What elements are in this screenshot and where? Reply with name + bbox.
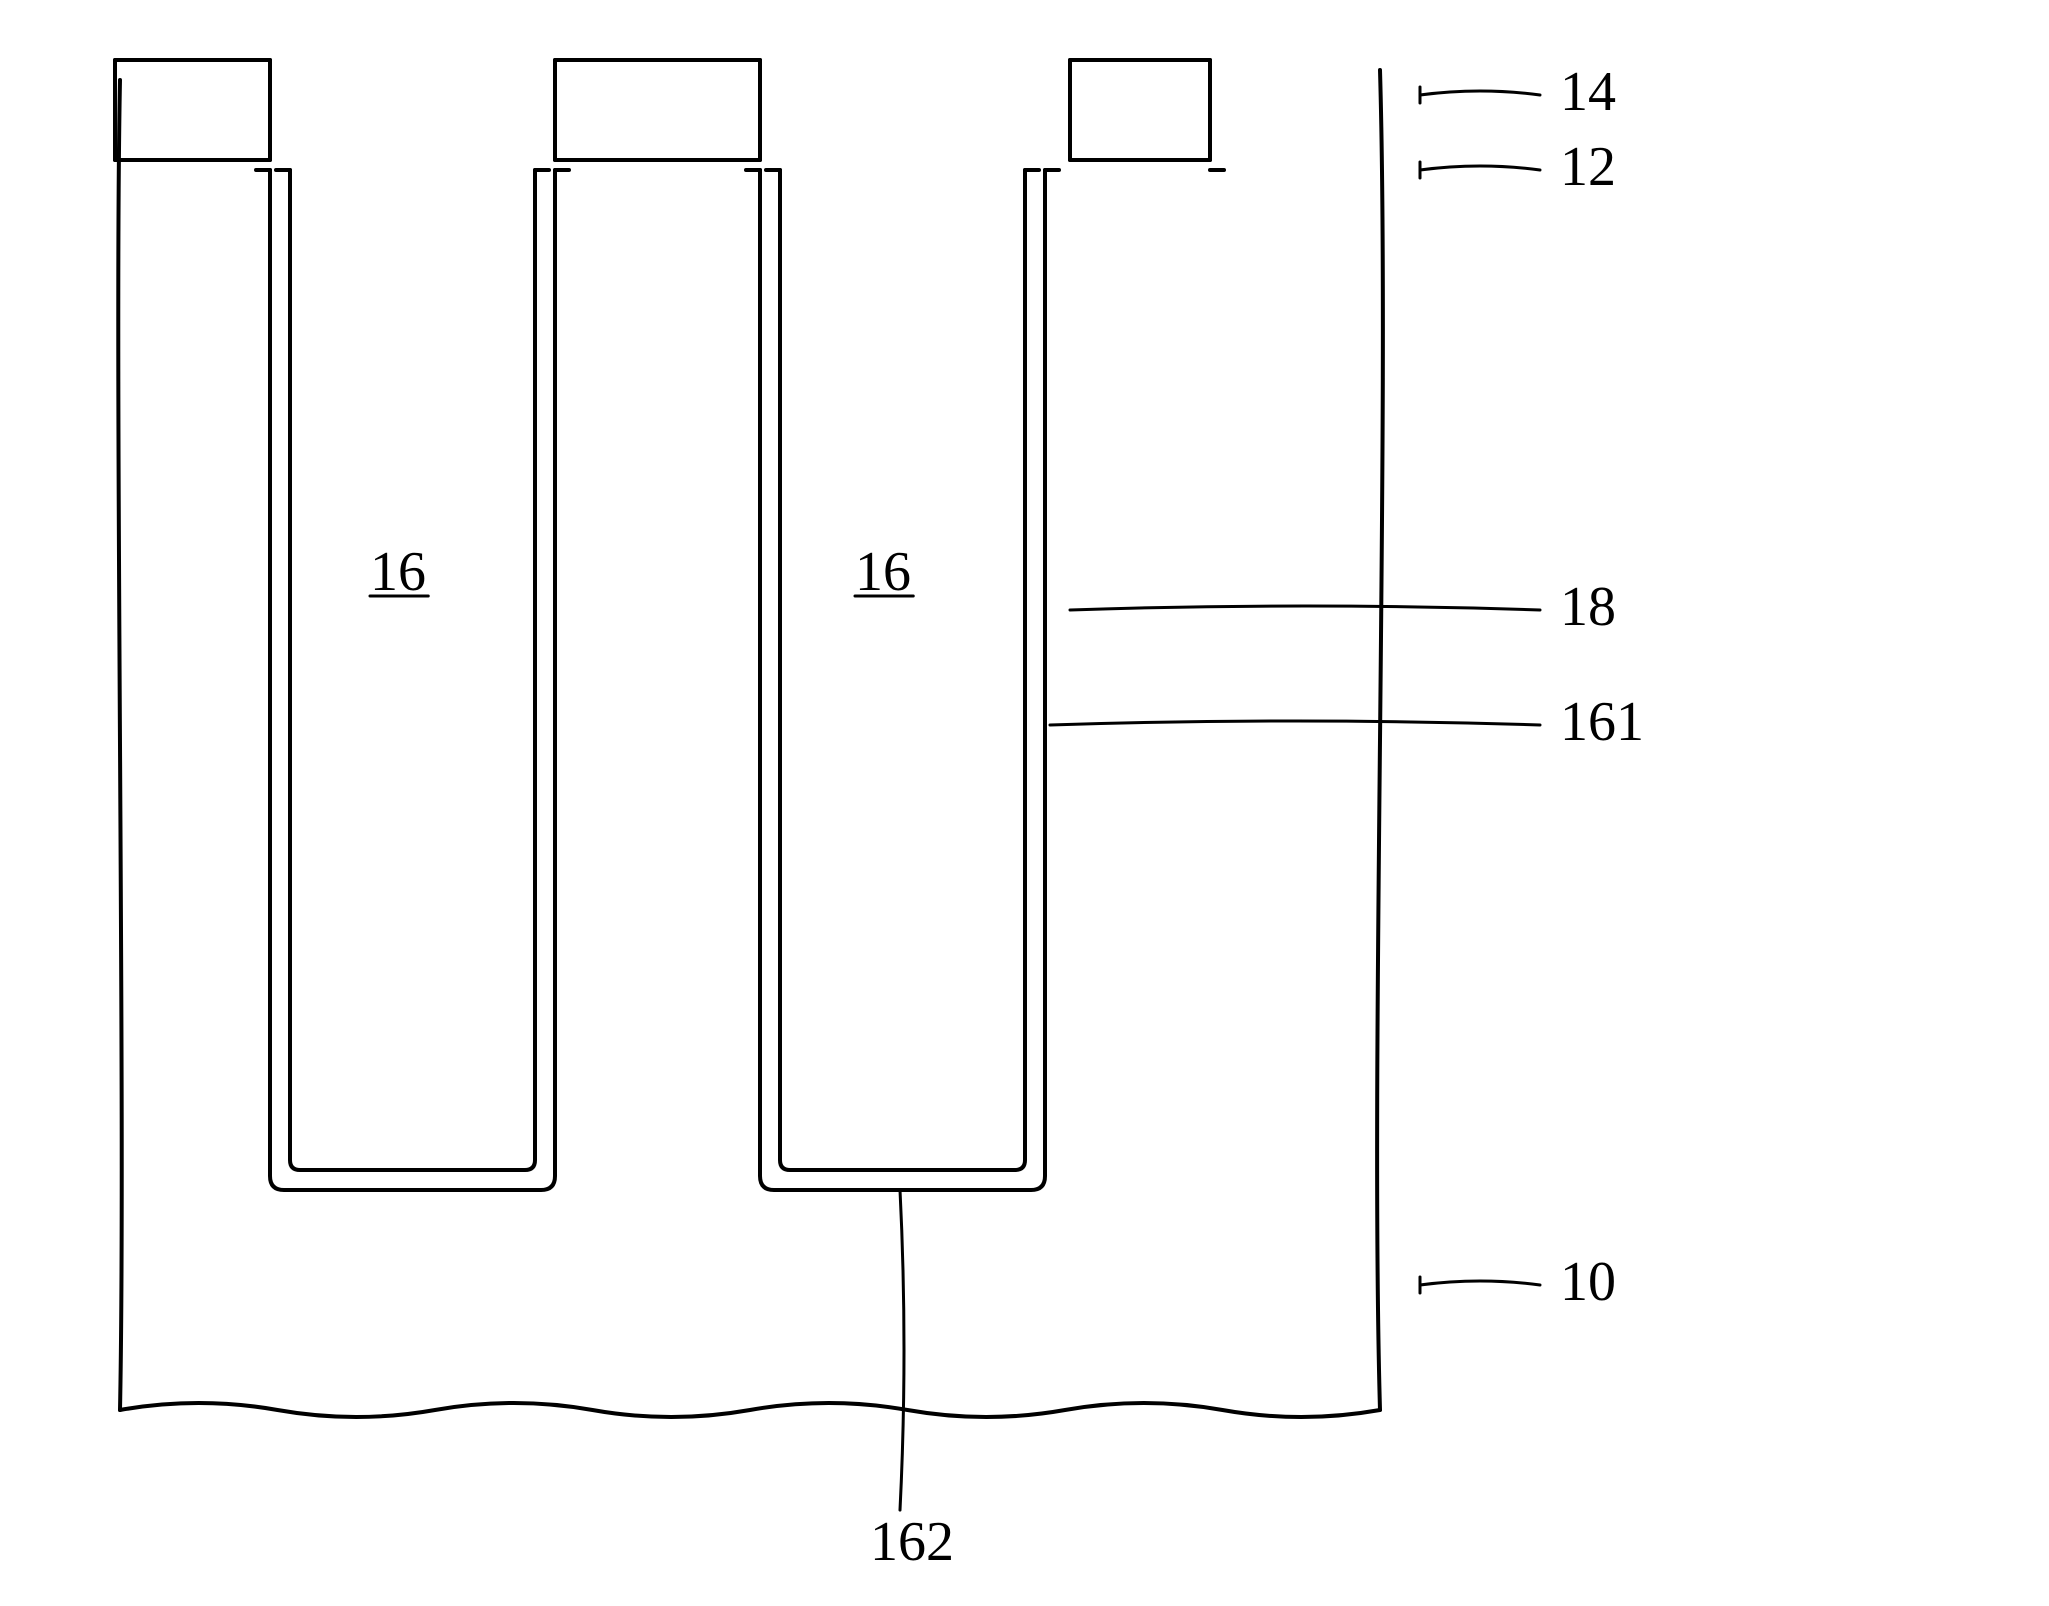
substrate-right-edge bbox=[1377, 70, 1383, 1410]
leader-1 bbox=[1420, 166, 1540, 170]
lbl-10: 10 bbox=[1560, 1251, 1616, 1313]
lbl-18: 18 bbox=[1560, 576, 1616, 638]
leader-5 bbox=[900, 1190, 904, 1510]
trench-0-outer-wall bbox=[270, 170, 555, 1190]
substrate-left-edge bbox=[118, 80, 121, 1410]
lbl-16-b: 16 bbox=[855, 541, 911, 603]
substrate-bottom-edge bbox=[120, 1403, 1380, 1417]
trench-0-liner-18 bbox=[290, 170, 535, 1170]
lbl-16-a: 16 bbox=[370, 541, 426, 603]
lbl-14: 14 bbox=[1560, 61, 1616, 123]
lbl-162: 162 bbox=[870, 1511, 954, 1573]
figure-svg: 16 16 14 12 18 161 10 162 bbox=[0, 0, 2049, 1606]
lbl-12: 12 bbox=[1560, 136, 1616, 198]
trench-1-outer-wall bbox=[760, 170, 1045, 1190]
leader-3 bbox=[1050, 721, 1540, 725]
leader-4 bbox=[1420, 1281, 1540, 1285]
lbl-161: 161 bbox=[1560, 691, 1644, 753]
trench-1-liner-18 bbox=[780, 170, 1025, 1170]
leader-0 bbox=[1420, 91, 1540, 95]
leader-2 bbox=[1070, 606, 1540, 610]
